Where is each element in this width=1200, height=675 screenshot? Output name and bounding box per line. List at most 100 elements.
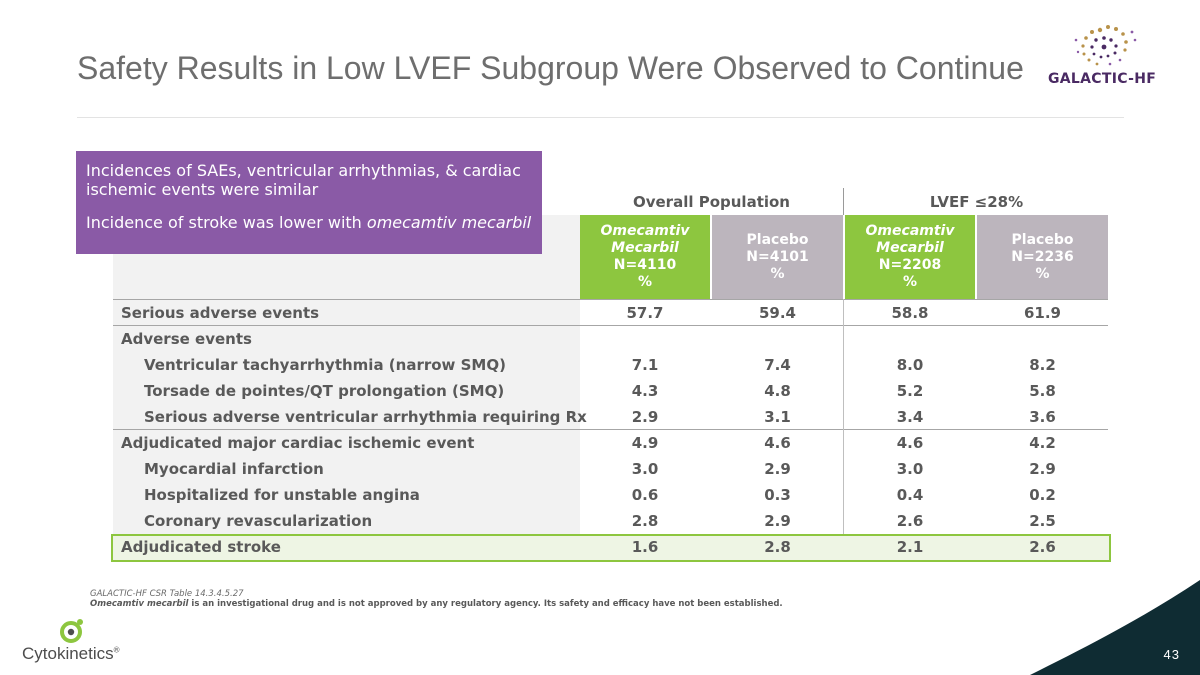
cell-value: 4.2 (1029, 434, 1056, 452)
cytokinetics-logo-icon (60, 619, 83, 643)
cell-value: 3.6 (1029, 408, 1056, 426)
table-row: Coronary revascularization 2.8 2.9 2.6 2… (113, 508, 1108, 534)
overall-population-header: Overall Population (632, 192, 790, 211)
table-row: Adjudicated major cardiac ischemic event… (113, 430, 1108, 456)
cell-value: 3.0 (631, 460, 659, 478)
cell-value: 8.0 (896, 356, 924, 374)
header-bottom-rule (113, 299, 1108, 300)
col3-drug: Omecamtiv (865, 223, 955, 239)
cell-value: 3.4 (896, 408, 924, 426)
company-name: Cytokinetics® (22, 644, 120, 664)
col2-unit: % (770, 265, 785, 282)
cell-value: 2.6 (1029, 538, 1056, 556)
row-label: Ventricular tachyarrhythmia (narrow SMQ) (144, 356, 506, 374)
row-label: Adjudicated stroke (121, 538, 281, 556)
galactic-hf-logo-text: GALACTIC-HF (1048, 71, 1157, 87)
row-divider (113, 429, 1108, 430)
cell-value: 2.9 (1029, 460, 1056, 478)
col1-unit: % (637, 274, 653, 290)
column-header-omecamtiv-overall: Omecamtiv Mecarbil N=4110 % (580, 215, 710, 299)
column-header-omecamtiv-lvef: Omecamtiv Mecarbil N=2208 % (845, 215, 975, 299)
cell-value: 57.7 (626, 304, 664, 322)
cell-value: 2.1 (896, 538, 924, 556)
title-divider (77, 117, 1124, 118)
cell-value: 0.6 (631, 486, 659, 504)
table-row: Myocardial infarction 3.0 2.9 3.0 2.9 (113, 456, 1108, 482)
row-divider (113, 325, 1108, 326)
source-footnote: GALACTIC-HF CSR Table 14.3.4.5.27 (90, 589, 244, 599)
row-label: Adjudicated major cardiac ischemic event (121, 434, 475, 452)
cell-value: 4.9 (631, 434, 659, 452)
cell-value: 7.4 (764, 356, 791, 374)
page-number: 43 (1163, 647, 1180, 662)
cell-value: 0.3 (764, 486, 791, 504)
cell-value: 2.8 (631, 512, 659, 530)
disclaimer-footnote: Omecamtiv mecarbil is an investigational… (90, 599, 783, 609)
col3-unit: % (902, 274, 918, 290)
lvef-subgroup-header: LVEF ≤28% (843, 188, 1109, 215)
col2-n: N=4101 (746, 248, 809, 265)
row-label: Torsade de pointes/QT prolongation (SMQ) (144, 382, 505, 400)
cell-value: 59.4 (758, 304, 796, 322)
row-label: Hospitalized for unstable angina (144, 486, 420, 504)
cell-value: 2.8 (764, 538, 791, 556)
cell-value: 1.6 (631, 538, 659, 556)
table-row-stroke: Adjudicated stroke 1.6 2.8 2.1 2.6 (113, 534, 1108, 560)
company-name-text: Cytokinetics (22, 644, 114, 663)
table-row: Ventricular tachyarrhythmia (narrow SMQ)… (113, 352, 1108, 378)
row-label-background (113, 215, 580, 557)
column-header-placebo-overall: Placebo N=4101 % (712, 215, 843, 299)
row-label: Adverse events (121, 330, 252, 348)
cell-value: 3.1 (764, 408, 791, 426)
cell-value: 0.2 (1029, 486, 1056, 504)
key-findings-callout: Incidences of SAEs, ventricular arrhythm… (76, 151, 542, 254)
column-header-placebo-lvef: Placebo N=2236 % (977, 215, 1108, 299)
col4-drug: Placebo (1011, 231, 1074, 248)
cell-value: 0.4 (896, 486, 924, 504)
table-row: Hospitalized for unstable angina 0.6 0.3… (113, 482, 1108, 508)
table-row: Torsade de pointes/QT prolongation (SMQ)… (113, 378, 1108, 404)
callout-line-2: Incidence of stroke was lower with omeca… (86, 213, 534, 232)
callout-line-2-drug: omecamtiv mecarbil (366, 213, 532, 232)
cell-value: 2.9 (764, 512, 791, 530)
cell-value: 2.9 (631, 408, 659, 426)
cell-value: 4.6 (896, 434, 924, 452)
callout-line-1: Incidences of SAEs, ventricular arrhythm… (86, 161, 521, 199)
cell-value: 58.8 (891, 304, 929, 322)
cell-value: 4.8 (764, 382, 791, 400)
cell-value: 5.8 (1029, 382, 1056, 400)
disclaimer-drug: Omecamtiv mecarbil (90, 599, 189, 609)
cell-value: 4.6 (764, 434, 791, 452)
col1-drug2: Mecarbil (611, 240, 679, 256)
cell-value: 61.9 (1023, 304, 1061, 322)
table-row: Serious adverse ventricular arrhythmia r… (113, 404, 1108, 430)
group-column-divider (843, 299, 844, 557)
disclaimer-text: is an investigational drug and is not ap… (188, 599, 783, 609)
cell-value: 8.2 (1029, 356, 1056, 374)
table-row: Adverse events (113, 326, 1108, 352)
cell-value: 3.0 (896, 460, 924, 478)
galactic-hf-spiral-logo-icon (1074, 25, 1137, 66)
cell-value: 2.5 (1029, 512, 1056, 530)
table-row: Serious adverse events 57.7 59.4 58.8 61… (113, 300, 1108, 326)
col2-drug: Placebo (746, 231, 809, 248)
corner-decoration (1030, 580, 1200, 675)
cell-value: 2.9 (764, 460, 791, 478)
registered-mark: ® (113, 645, 120, 655)
cell-value: 2.6 (896, 512, 924, 530)
row-label: Coronary revascularization (144, 512, 373, 530)
col3-drug2: Mecarbil (876, 240, 944, 256)
stroke-row-highlight (111, 534, 1111, 562)
row-label: Myocardial infarction (144, 460, 324, 478)
row-label: Serious adverse ventricular arrhythmia r… (144, 408, 587, 426)
cell-value: 5.2 (896, 382, 924, 400)
col4-n: N=2236 (1011, 248, 1074, 265)
col1-n: N=4110 (613, 257, 677, 273)
page-title: Safety Results in Low LVEF Subgroup Were… (77, 50, 1024, 86)
cell-value: 7.1 (631, 356, 659, 374)
col4-unit: % (1035, 265, 1050, 282)
cell-value: 4.3 (631, 382, 659, 400)
col1-drug: Omecamtiv (600, 223, 690, 239)
callout-line-2-prefix: Incidence of stroke was lower with (86, 213, 367, 232)
row-label: Serious adverse events (121, 304, 320, 322)
